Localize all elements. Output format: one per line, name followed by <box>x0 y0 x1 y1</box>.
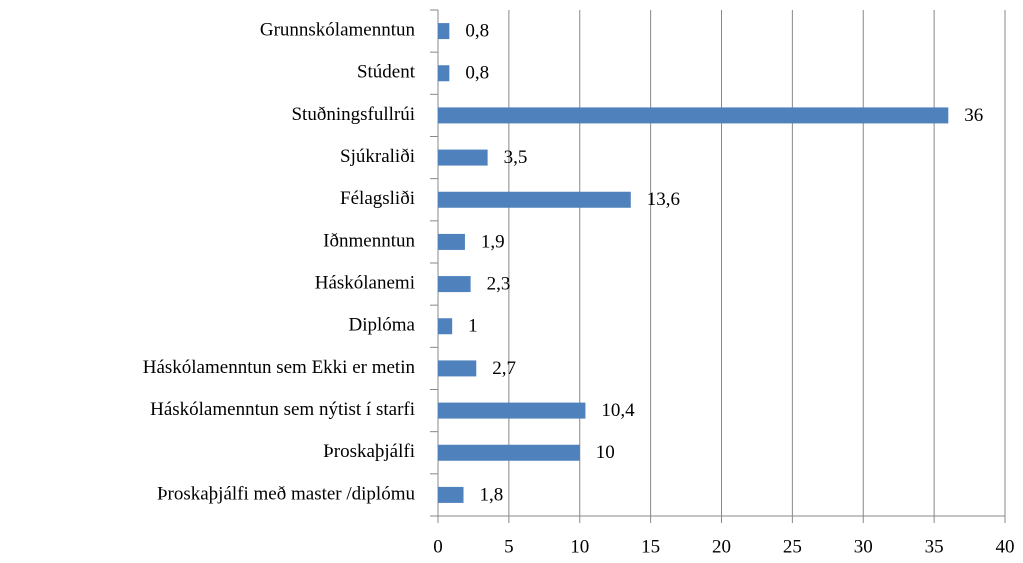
value-label: 2,7 <box>492 358 516 379</box>
value-label: 0,8 <box>465 20 489 41</box>
x-tick-label: 40 <box>996 536 1015 557</box>
bar <box>438 107 949 124</box>
value-label: 36 <box>964 105 983 126</box>
y-tick-label: Grunnskólamenntun <box>260 19 416 40</box>
x-tick-label: 0 <box>433 536 443 557</box>
bar <box>438 486 464 503</box>
x-tick-label: 20 <box>712 536 731 557</box>
bar <box>438 23 450 40</box>
value-label: 1,8 <box>480 484 504 505</box>
y-tick-label: Háskólamenntun sem nýtist í starfi <box>150 399 415 420</box>
value-label: 3,5 <box>504 147 528 168</box>
bar <box>438 65 450 82</box>
bar <box>438 402 586 419</box>
x-tick-label: 30 <box>854 536 873 557</box>
y-tick-label: Þroskaþjálfi með master /diplómu <box>157 483 416 504</box>
value-label: 1 <box>468 316 478 337</box>
y-tick-label: Iðnmenntun <box>323 230 415 251</box>
value-label: 10 <box>596 442 615 463</box>
bar <box>438 191 631 208</box>
value-label: 13,6 <box>647 189 680 210</box>
y-tick-label: Háskólanemi <box>315 272 415 293</box>
bar <box>438 233 465 250</box>
y-tick-label: Félagsliði <box>340 188 415 209</box>
x-tick-label: 15 <box>641 536 660 557</box>
value-label: 2,3 <box>487 273 511 294</box>
bar <box>438 360 477 377</box>
x-tick-label: 25 <box>783 536 802 557</box>
value-label: 0,8 <box>465 63 489 84</box>
y-tick-label: Diplóma <box>349 315 416 336</box>
x-tick-label: 10 <box>570 536 589 557</box>
value-label: 1,9 <box>481 231 505 252</box>
y-tick-label: Þroskaþjálfi <box>323 441 415 462</box>
bar <box>438 318 453 335</box>
x-tick-label: 35 <box>925 536 944 557</box>
value-label: 10,4 <box>601 400 635 421</box>
x-tick-label: 5 <box>504 536 514 557</box>
y-tick-label: Háskólamenntun sem Ekki er metin <box>143 357 416 378</box>
bar <box>438 276 471 293</box>
bar <box>438 149 488 166</box>
bar <box>438 444 580 461</box>
y-tick-label: Stuðningsfullrúi <box>291 104 415 125</box>
y-tick-label: Stúdent <box>357 62 416 83</box>
y-tick-label: Sjúkraliði <box>340 146 415 167</box>
